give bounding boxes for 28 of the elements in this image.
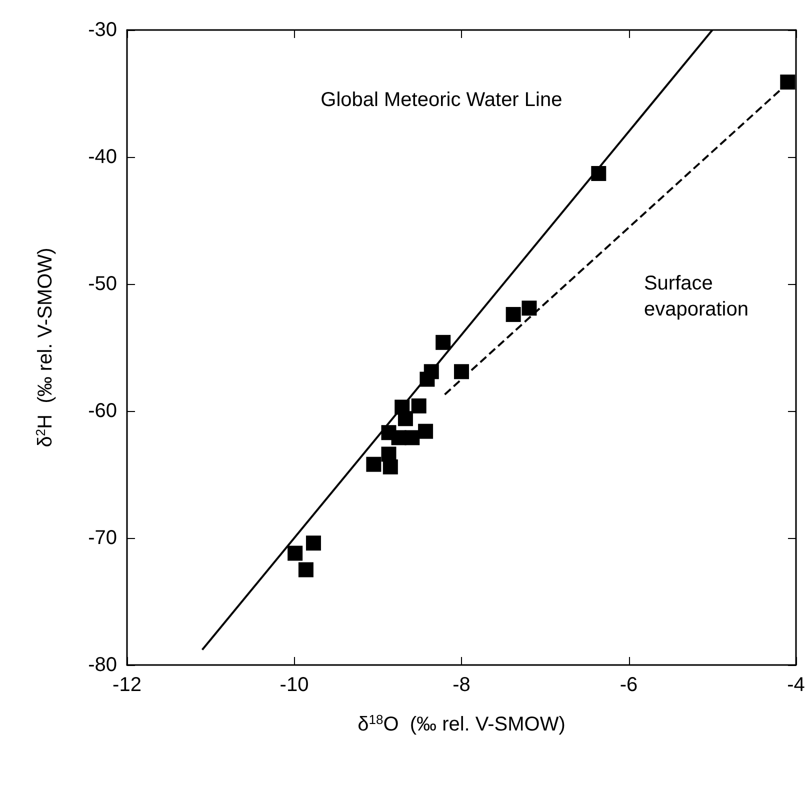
point [436,334,451,350]
x-tick-label: -10 [280,674,309,696]
point [288,546,303,561]
y-tick-label: -80 [88,654,117,676]
point [418,424,434,439]
annotation: Surface evaporation [644,272,748,321]
y-tick-label: -60 [88,400,117,422]
x-tick-label: -12 [112,674,142,696]
y-axis-title: δ2H (‰ rel. V-SMOW) [33,248,56,448]
y-tick-label: -50 [88,273,117,295]
point [391,430,406,446]
point [298,562,314,578]
point [454,364,469,380]
annotation: Global Meteoric Water Line [320,88,562,111]
point [411,398,426,414]
point [506,306,521,322]
y-tick-label: -30 [88,19,117,41]
point [522,300,537,316]
x-tick-label: -4 [787,674,805,696]
point [382,459,398,474]
y-tick-label: -70 [88,527,117,549]
point [366,456,382,472]
x-tick-label: -8 [452,674,470,696]
point [780,74,796,90]
point [306,536,321,551]
x-tick-label: -6 [620,674,638,696]
point [398,411,413,426]
y-tick-label: -40 [88,146,117,168]
